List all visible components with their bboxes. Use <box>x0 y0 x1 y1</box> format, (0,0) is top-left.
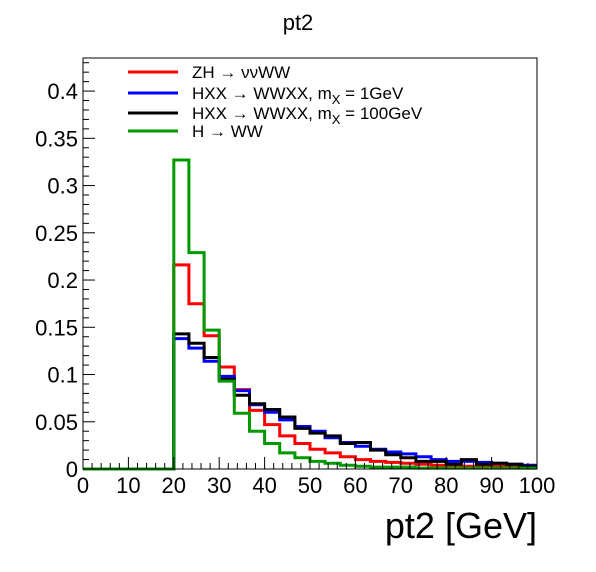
legend-label-1: HXX → WWXX, mX = 1GeV <box>192 84 404 107</box>
y-tick-label: 0.25 <box>35 221 78 246</box>
legend-label-2: HXX → WWXX, mX = 100GeV <box>192 104 423 127</box>
x-tick-label: 90 <box>479 473 503 498</box>
y-tick-label: 0 <box>66 457 78 482</box>
x-tick-label: 40 <box>252 473 276 498</box>
y-tick-label: 0.1 <box>47 363 78 388</box>
chart-title: pt2 <box>283 10 314 35</box>
x-tick-label: 50 <box>298 473 322 498</box>
y-tick-label: 0.15 <box>35 315 78 340</box>
x-tick-label: 10 <box>116 473 140 498</box>
series-line-3 <box>83 158 537 471</box>
x-tick-label: 60 <box>343 473 367 498</box>
legend-label-0: ZH → ννWW <box>192 63 290 82</box>
x-tick-label: 0 <box>77 473 89 498</box>
x-tick-label: 30 <box>207 473 231 498</box>
x-tick-label: 20 <box>162 473 186 498</box>
series-layer <box>83 158 537 471</box>
series-line-2 <box>83 332 537 471</box>
series-line-0 <box>83 263 537 471</box>
axis-layer: 0 10 20 30 40 50 60 70 80 90 100 0 0.05 0.1 0.15 0.2 0.2… <box>35 62 556 498</box>
x-axis-label: pt2 [GeV] <box>385 505 537 546</box>
legend-label-3: H → WW <box>192 122 263 141</box>
y-tick-label: 0.3 <box>47 174 78 199</box>
y-tick-label: 0.2 <box>47 268 78 293</box>
x-tick-label: 100 <box>519 473 556 498</box>
y-tick-label: 0.4 <box>47 79 78 104</box>
y-tick-label: 0.05 <box>35 410 78 435</box>
y-tick-label: 0.35 <box>35 126 78 151</box>
x-tick-label: 70 <box>389 473 413 498</box>
x-tick-label: 80 <box>434 473 458 498</box>
